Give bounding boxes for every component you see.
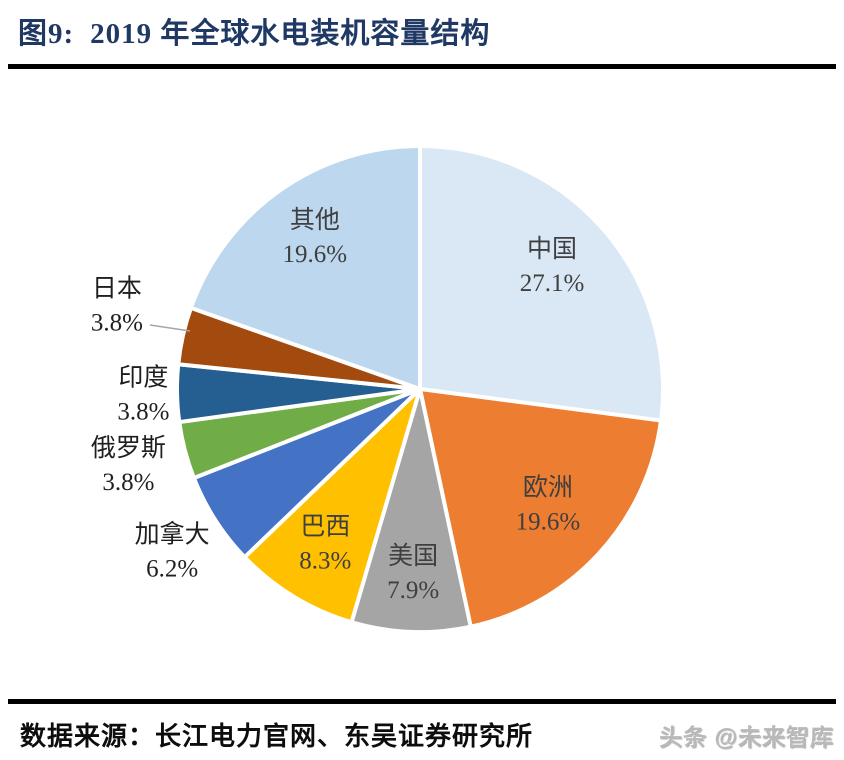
pie-label-russia: 俄罗斯 3.8% <box>91 434 166 496</box>
data-source-line: 数据来源：长江电力官网、东吴证券研究所 <box>20 716 533 753</box>
pie-label-usa: 美国 7.9% <box>387 542 439 604</box>
figure-title: 图9: 2019 年全球水电装机容量结构 <box>18 14 834 54</box>
leader-line-japan <box>149 324 191 332</box>
watermark-text: 头条 @未来智库 <box>659 724 834 750</box>
figure-caption: 2019 年全球水电装机容量结构 <box>90 18 491 50</box>
pie-slice-usa <box>349 387 473 634</box>
data-source-text: 长江电力官网、东吴证券研究所 <box>155 722 534 751</box>
pie-label-japan: 日本 3.8% <box>91 274 143 336</box>
title-underline-rule <box>8 64 836 69</box>
pie-slice-china <box>418 144 665 423</box>
pie-label-india: 印度 3.8% <box>117 363 169 425</box>
figure-number: 图9: <box>18 18 75 50</box>
pie-label-europe: 欧洲 19.6% <box>516 474 581 536</box>
pie-chart: 中国 27.1% 欧洲 19.6% 美国 7.9% 巴西 8.3% 加拿大 6.2% 俄罗斯 3.8%… <box>91 144 665 634</box>
pie-slice-europe <box>418 387 663 629</box>
pie-slice-other <box>188 144 422 391</box>
pie-label-brazil: 巴西 8.3% <box>299 514 351 575</box>
pie-label-canada: 加拿大 6.2% <box>135 520 210 582</box>
footer: 数据来源：长江电力官网、东吴证券研究所 头条 @未来智库 <box>20 716 834 753</box>
footer-rule <box>8 699 836 704</box>
data-source-label: 数据来源： <box>20 722 156 751</box>
pie-label-china: 中国 27.1% <box>520 235 585 297</box>
pie-label-other: 其他 19.6% <box>283 206 348 268</box>
pie-slice-brazil <box>242 387 422 625</box>
